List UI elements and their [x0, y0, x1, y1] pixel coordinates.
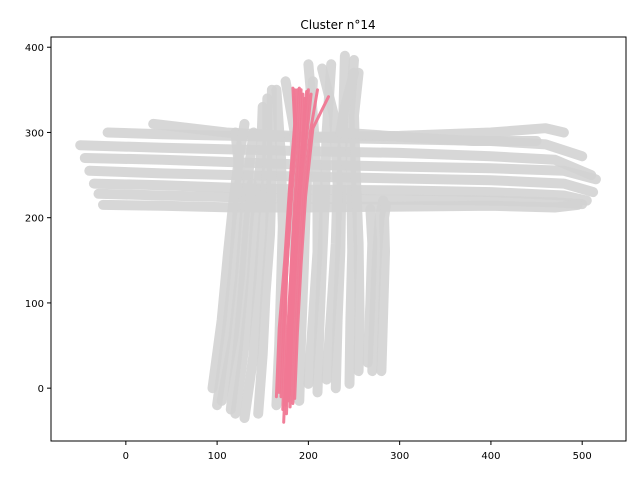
trajectory-line [293, 95, 330, 400]
trajectory-line [335, 67, 542, 146]
trajectory-line [230, 101, 268, 419]
trajectory-line [317, 63, 343, 385]
plot-lines [75, 50, 601, 424]
trajectory-line [376, 199, 391, 377]
x-tick-label: 500 [573, 451, 592, 462]
x-tick-label: 400 [481, 451, 500, 462]
trajectory-line [225, 178, 257, 415]
trajectory-line [349, 67, 365, 377]
trajectory-line [282, 92, 305, 424]
series-cluster-trajectories [274, 86, 330, 424]
y-tick-label: 200 [25, 214, 44, 225]
y-axis-ticks: 0 100 200 300 400 [25, 43, 51, 395]
y-tick-label: 300 [25, 128, 44, 139]
y-tick-label: 100 [25, 299, 44, 310]
x-tick-label: 300 [390, 451, 409, 462]
x-tick-label: 200 [299, 451, 318, 462]
trajectory-line [362, 204, 378, 368]
y-tick-label: 0 [38, 384, 44, 395]
series-background-trajectories [75, 50, 601, 423]
chart-title: Cluster n°14 [300, 18, 375, 32]
trajectory-line [253, 84, 277, 419]
trajectory-line [287, 88, 310, 397]
x-tick-label: 0 [123, 451, 129, 462]
trajectory-line [291, 88, 319, 405]
trajectory-line [303, 59, 323, 389]
x-tick-label: 100 [208, 451, 227, 462]
trajectory-line [274, 86, 297, 399]
trajectory-line [312, 59, 337, 398]
x-axis-ticks: 0 100 200 300 400 500 [123, 441, 592, 462]
trajectory-line [207, 118, 250, 394]
trajectory-line [279, 86, 301, 399]
plot-frame [50, 36, 627, 442]
y-tick-label: 400 [25, 43, 44, 54]
